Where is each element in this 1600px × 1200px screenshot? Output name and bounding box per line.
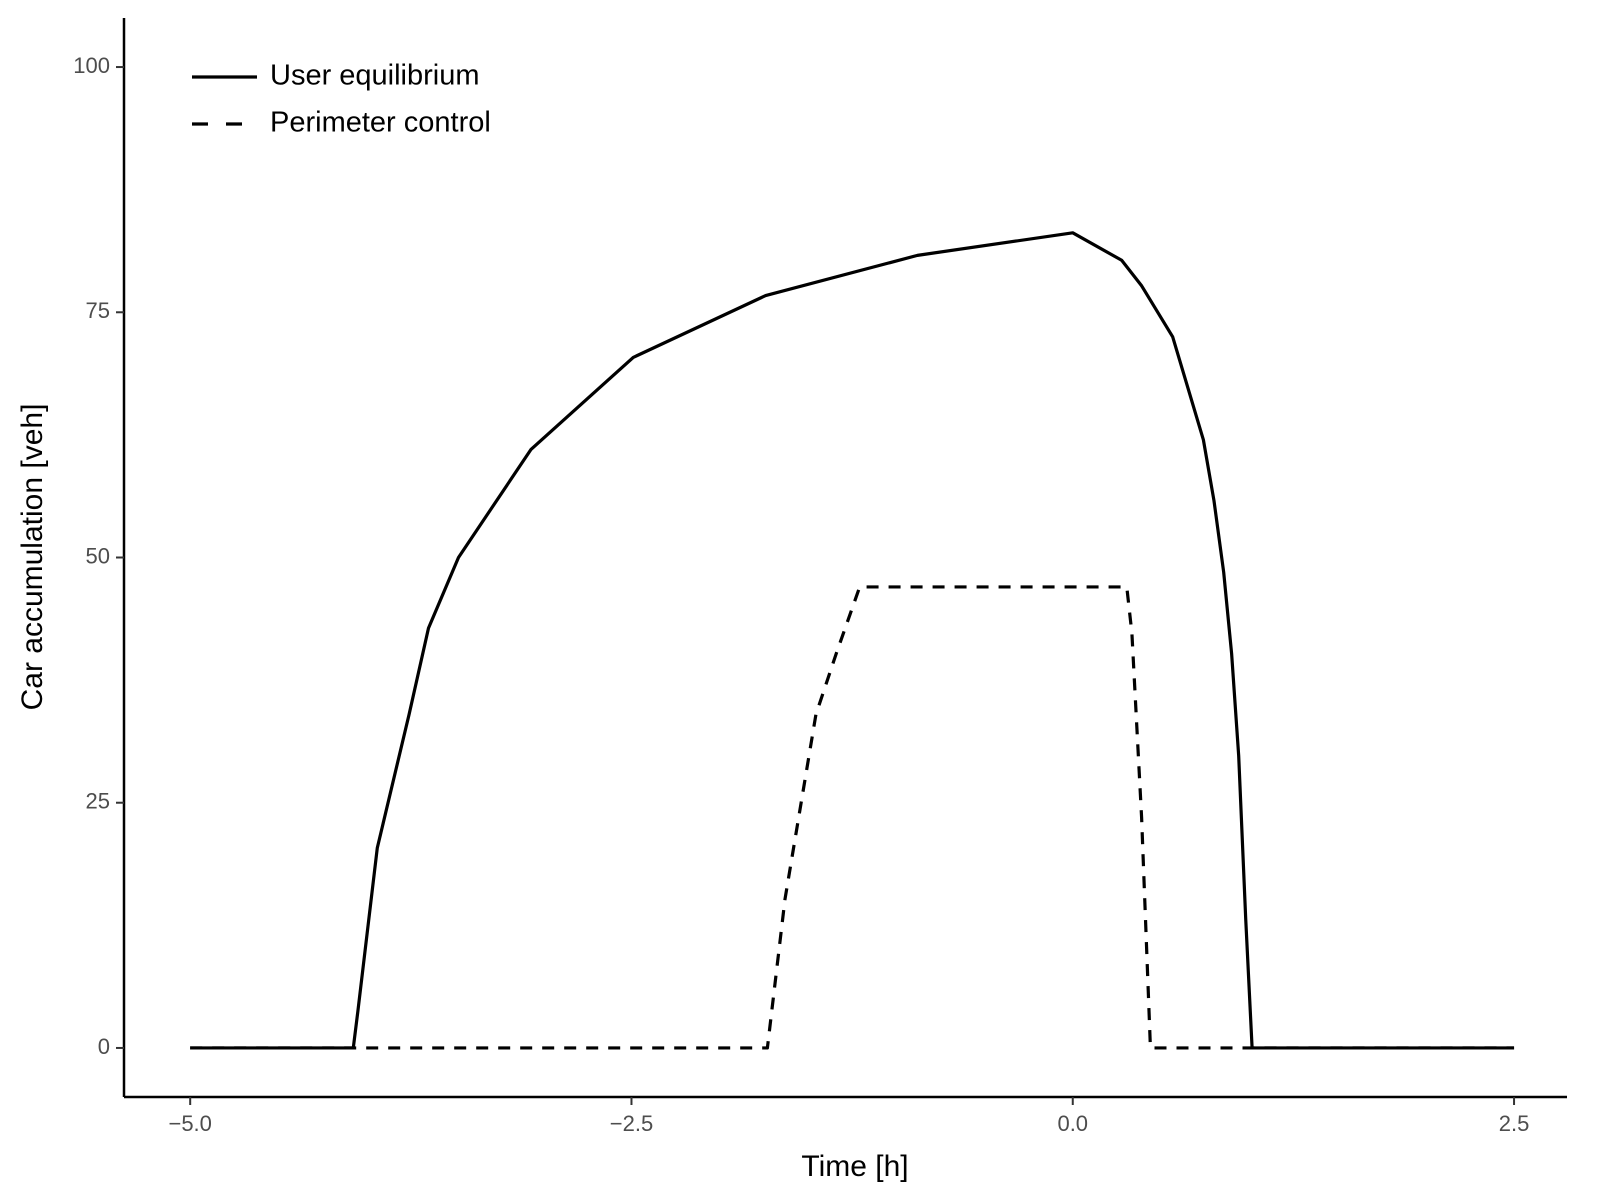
y-tick-label: 50 [86,543,110,568]
x-tick-label: 2.5 [1499,1111,1530,1136]
y-tick-label: 25 [86,789,110,814]
legend-label: User equilibrium [270,60,480,92]
y-axis-title: Car accumulation [veh] [16,404,49,711]
y-tick-label: 0 [98,1034,110,1059]
y-tick-label: 100 [73,53,110,78]
legend-label: Perimeter control [270,107,491,139]
x-tick-label: 0.0 [1057,1111,1088,1136]
series-line [190,231,1515,1050]
x-axis-title: Time [h] [801,1150,908,1183]
series-line [190,585,1515,1050]
y-tick-label: 75 [86,298,110,323]
x-tick-label: −5.0 [168,1111,211,1136]
x-tick-label: −2.5 [610,1111,653,1136]
